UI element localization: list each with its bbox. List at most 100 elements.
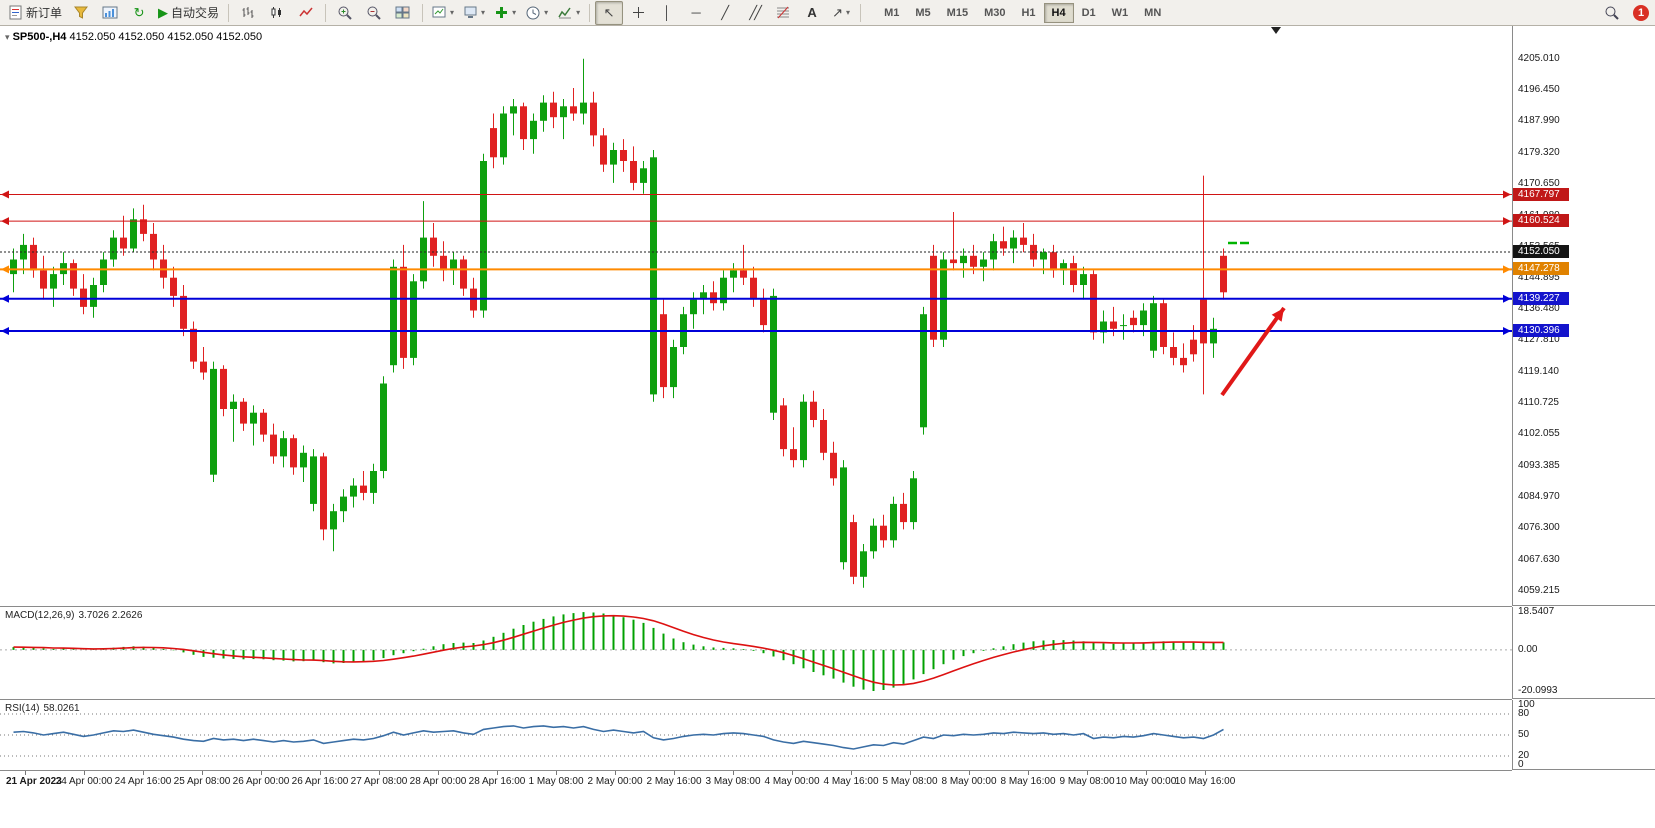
time-axis-label: 26 Apr 16:00 xyxy=(291,776,349,787)
crosshair-tool-button[interactable] xyxy=(624,1,652,25)
arrow-annotation[interactable] xyxy=(1220,306,1286,397)
hline-4160.524[interactable] xyxy=(0,217,1512,226)
timeframe-buttons: M1 M5 M15 M30 H1 H4 D1 W1 MN xyxy=(876,2,1169,23)
timeframe-m30[interactable]: M30 xyxy=(984,6,1006,19)
candle-body xyxy=(490,128,497,158)
candle-body xyxy=(290,438,297,468)
zoom-out-button[interactable] xyxy=(360,1,388,25)
time-tick xyxy=(733,771,734,775)
candle-body xyxy=(390,266,397,366)
candle-body xyxy=(230,401,237,409)
channel-tool-button[interactable]: ╱╱ xyxy=(740,1,768,25)
macd-pane[interactable]: MACD(12,26,9) 3.7026 2.2626 xyxy=(0,607,1512,700)
trendline-tool-button[interactable]: ╱ xyxy=(711,1,739,25)
add-indicator-button[interactable]: ▾ xyxy=(490,1,520,25)
candle-body xyxy=(140,219,147,234)
candlestick-icon xyxy=(271,7,282,18)
macd-values: 3.7026 2.2626 xyxy=(78,610,143,621)
candle-body xyxy=(360,485,367,493)
price-axis-label: 4136.480 xyxy=(1518,302,1560,314)
auto-trading-button[interactable]: ▶ 自动交易 xyxy=(154,1,223,25)
candle-body xyxy=(200,361,207,373)
candle-body xyxy=(240,401,247,424)
timeframe-h1[interactable]: H1 xyxy=(1021,6,1036,19)
new-order-button[interactable]: 新订单 xyxy=(4,1,66,25)
toolbar-right: 1 xyxy=(1598,0,1649,26)
vline-tool-button[interactable]: │ xyxy=(653,1,681,25)
time-tick xyxy=(1087,771,1088,775)
timeframe-h4[interactable]: H4 xyxy=(1043,2,1074,23)
candle-body xyxy=(260,412,267,435)
candle-body xyxy=(170,277,177,296)
price-scale[interactable]: 4205.010 4196.450 4187.990 4179.320 4170.650… xyxy=(1512,26,1655,606)
auto-trading-label: 自动交易 xyxy=(171,6,220,20)
zoom-in-icon xyxy=(338,6,352,20)
profiles-button[interactable]: ▾ xyxy=(459,1,489,25)
toolbar-separator xyxy=(860,3,862,22)
timeframe-mn[interactable]: MN xyxy=(1144,6,1162,19)
time-axis-label: 3 May 08:00 xyxy=(705,776,761,787)
hline-4130.396[interactable] xyxy=(0,327,1512,335)
candle-body xyxy=(760,299,767,326)
timeframe-m5[interactable]: M5 xyxy=(915,6,931,19)
time-axis-label: 1 May 08:00 xyxy=(528,776,584,787)
rsi-axis-label: 80 xyxy=(1518,708,1530,719)
candle-body xyxy=(910,478,917,523)
price-axis-label: 4076.300 xyxy=(1518,522,1560,534)
tile-windows-button[interactable] xyxy=(389,1,417,25)
templates-button[interactable]: ▾ xyxy=(553,1,584,25)
time-axis-label: 2 May 00:00 xyxy=(587,776,643,787)
time-axis-label: 24 Apr 16:00 xyxy=(114,776,172,787)
candle-body xyxy=(10,259,17,275)
rsi-pane[interactable]: RSI(14) 58.0261 xyxy=(0,700,1512,771)
candle-body xyxy=(1170,347,1177,358)
line-chart-type-button[interactable] xyxy=(292,1,320,25)
time-axis-label: 8 May 16:00 xyxy=(1000,776,1056,787)
candle-body xyxy=(620,150,627,161)
funnel-button[interactable] xyxy=(67,1,95,25)
search-button[interactable] xyxy=(1598,1,1626,25)
time-axis-label: 8 May 00:00 xyxy=(941,776,997,787)
time-axis-label: 4 May 16:00 xyxy=(823,776,879,787)
symbol-title: SP500-,H4 xyxy=(12,31,67,43)
period-button[interactable]: ▾ xyxy=(521,1,552,25)
hline-4139.227[interactable] xyxy=(0,294,1512,303)
candle-body xyxy=(320,456,327,530)
collapse-arrow-icon[interactable]: ▾ xyxy=(5,32,10,42)
funnel-icon xyxy=(74,6,89,19)
time-axis[interactable]: 21 Apr 2023 24 Apr 00:00 24 Apr 16:00 25 Ap… xyxy=(0,771,1655,793)
hline-4167.797[interactable] xyxy=(0,190,1512,199)
chart-shift-marker[interactable] xyxy=(1271,27,1281,34)
fibonacci-tool-button[interactable] xyxy=(769,1,797,25)
arrows-tool-button[interactable]: ↗ ▾ xyxy=(827,1,855,25)
time-tick xyxy=(84,771,85,775)
hline-tool-button[interactable]: ─ xyxy=(682,1,710,25)
tile-windows-icon xyxy=(395,6,410,18)
timeframe-d1[interactable]: D1 xyxy=(1081,6,1096,19)
timeframe-w1[interactable]: W1 xyxy=(1111,6,1129,19)
notification-badge[interactable]: 1 xyxy=(1633,5,1649,21)
new-chart-button[interactable]: ▾ xyxy=(428,1,458,25)
text-tool-button[interactable]: A xyxy=(798,1,826,25)
candlestick-chart-type-button[interactable] xyxy=(263,1,291,25)
market-watch-button[interactable] xyxy=(96,1,124,25)
refresh-button[interactable]: ↻ xyxy=(125,1,153,25)
time-tick xyxy=(261,771,262,775)
bar-chart-type-button[interactable] xyxy=(234,1,262,25)
main-chart-pane[interactable]: ▾ SP500-,H4 4152.050 4152.050 4152.050 4… xyxy=(0,26,1512,607)
cursor-tool-button[interactable]: ↖ xyxy=(595,0,624,25)
new-chart-icon xyxy=(432,6,446,18)
macd-scale: 18.5407 0.00 -20.0993 xyxy=(1512,607,1655,699)
timeframe-m1[interactable]: M1 xyxy=(884,6,900,19)
candle-body xyxy=(960,255,967,264)
time-tick xyxy=(25,771,26,775)
zoom-in-button[interactable] xyxy=(331,1,359,25)
rsi-axis-label: 0 xyxy=(1518,759,1524,770)
candle-body xyxy=(460,259,467,289)
candle-body xyxy=(630,161,637,183)
hline-4147.278[interactable] xyxy=(0,265,1512,274)
timeframe-m15[interactable]: M15 xyxy=(946,6,969,19)
candle-body xyxy=(740,270,747,278)
time-tick xyxy=(497,771,498,775)
search-icon xyxy=(1605,6,1619,20)
